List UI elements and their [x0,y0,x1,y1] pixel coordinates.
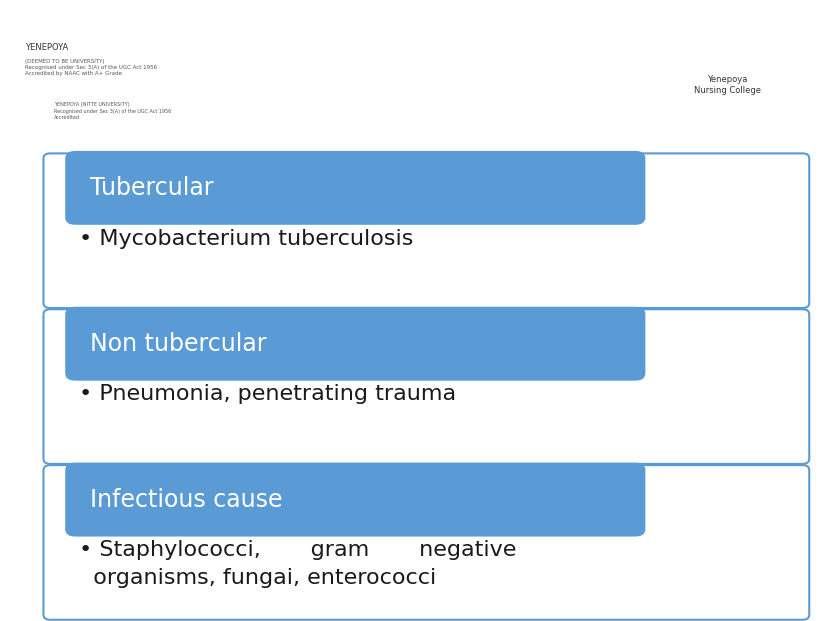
Text: • Pneumonia, penetrating trauma: • Pneumonia, penetrating trauma [79,384,456,404]
Text: YENEPOYA (NITTE UNIVERSITY)
Recognised under Sec 3(A) of the UGC Act 1956
Accred: YENEPOYA (NITTE UNIVERSITY) Recognised u… [54,102,171,120]
Text: • Mycobacterium tuberculosis: • Mycobacterium tuberculosis [79,229,414,248]
Text: • Staphylococci,       gram       negative
  organisms, fungai, enterococci: • Staphylococci, gram negative organisms… [79,540,517,588]
FancyBboxPatch shape [43,309,809,464]
Text: Non tubercular: Non tubercular [90,332,267,356]
FancyBboxPatch shape [43,153,809,308]
Text: Tubercular: Tubercular [90,176,214,200]
Text: Yenepoya
Nursing College: Yenepoya Nursing College [694,75,761,95]
FancyBboxPatch shape [65,463,645,537]
FancyBboxPatch shape [65,151,645,225]
Text: (DEEMED TO BE UNIVERSITY)
Recognised under Sec 3(A) of the UGC Act 1956
Accredit: (DEEMED TO BE UNIVERSITY) Recognised und… [25,59,157,76]
Text: Infectious cause: Infectious cause [90,487,283,512]
FancyBboxPatch shape [65,307,645,381]
Text: YENEPOYA: YENEPOYA [25,43,69,52]
FancyBboxPatch shape [43,465,809,620]
